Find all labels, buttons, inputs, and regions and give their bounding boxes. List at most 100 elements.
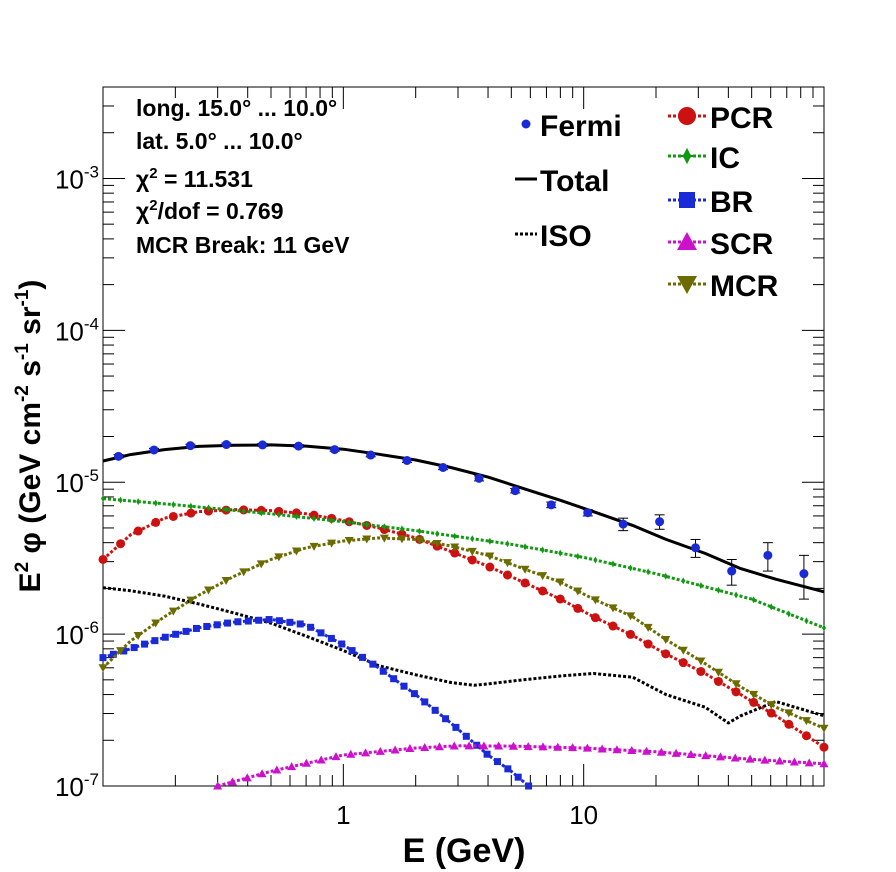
series-mcr-marker: [116, 647, 126, 656]
series-mcr-marker: [626, 612, 636, 621]
series-ic-marker: [452, 532, 457, 540]
series-pcr-marker: [590, 613, 600, 623]
series-ic-marker: [329, 516, 334, 524]
series-br-marker: [421, 698, 429, 706]
series-pcr-marker: [186, 508, 196, 518]
series-mcr-marker: [485, 552, 495, 561]
fermi-point: [618, 519, 628, 529]
series-pcr-marker: [766, 708, 776, 718]
series-br-marker: [473, 741, 481, 749]
series-mcr-marker: [502, 559, 512, 568]
legend-pcr-marker: [678, 107, 696, 125]
series-br-marker: [452, 723, 460, 731]
series-scr-marker: [420, 742, 430, 751]
series-scr-marker: [582, 743, 592, 752]
series-mcr-marker: [731, 680, 741, 689]
y-axis-title: E2 φ (GeV cm-2 s-1 sr-1): [12, 280, 47, 593]
series-mcr-marker: [344, 537, 354, 546]
series-mcr-marker: [678, 646, 688, 655]
series-scr-marker: [819, 759, 829, 768]
series-ic-marker: [575, 552, 580, 560]
series-iso-line: [102, 586, 825, 725]
legend-ic-label: IC: [710, 142, 740, 175]
series-scr-marker: [361, 748, 371, 757]
series-ic-marker: [698, 582, 703, 590]
series-ic-marker: [347, 518, 352, 526]
series-br-marker: [192, 624, 200, 632]
series-scr-marker: [775, 756, 785, 765]
fermi-point: [294, 441, 304, 451]
series-br-marker: [514, 773, 522, 781]
series-pcr-marker: [520, 578, 530, 588]
series-pcr-marker: [538, 586, 548, 596]
series-pcr-marker: [116, 539, 126, 549]
series-mcr-marker: [608, 604, 618, 613]
series-scr-marker: [553, 742, 563, 751]
series-mcr-marker: [186, 596, 196, 605]
y-tick-label: 10-5: [55, 466, 99, 498]
series-br-marker: [327, 634, 335, 642]
fermi-data-points: [113, 440, 809, 600]
series-pcr-marker: [555, 594, 565, 604]
series-br-marker: [275, 617, 283, 625]
series-scr-marker: [627, 745, 637, 754]
series-br-marker: [296, 620, 304, 628]
series-scr-marker: [464, 741, 474, 750]
series-ic-marker: [224, 506, 229, 514]
series-pcr-line: [101, 508, 825, 749]
series-br-marker: [255, 616, 263, 624]
series-ic-marker: [769, 603, 774, 611]
series-scr-marker: [715, 752, 725, 761]
series-br-marker: [493, 758, 501, 766]
legend-fermi-marker: [521, 119, 531, 129]
series-mcr-marker: [573, 587, 583, 596]
series-pcr-marker: [819, 742, 829, 752]
series-scr-marker: [257, 769, 267, 778]
series-ic-marker: [593, 556, 598, 564]
series-scr-marker: [213, 781, 223, 790]
series-ic-marker: [276, 511, 281, 519]
series-mcr-marker: [291, 547, 301, 556]
series-scr-marker: [701, 751, 711, 760]
series-br-marker: [390, 675, 398, 683]
series-br-marker: [182, 627, 190, 635]
series-pcr-marker: [784, 719, 794, 729]
series-mcr-marker: [696, 657, 706, 666]
series-pcr-marker: [573, 603, 583, 613]
series-scr-marker: [301, 758, 311, 767]
series-br-marker: [130, 644, 138, 652]
series-pcr-marker: [98, 554, 108, 564]
fermi-point: [691, 543, 701, 553]
legend-ic-marker: [681, 147, 693, 165]
series-mcr-marker: [327, 539, 337, 548]
series-br-marker: [286, 618, 294, 626]
series-pcr-marker: [608, 621, 618, 631]
fermi-point: [330, 445, 340, 455]
legend-mcr-label: MCR: [710, 270, 779, 303]
series-pcr-marker: [801, 731, 811, 741]
fermi-point: [727, 566, 737, 576]
legend-scr-label: SCR: [710, 228, 774, 261]
series-mcr-marker: [538, 572, 548, 581]
series-scr-marker: [272, 765, 282, 774]
series-scr-marker: [686, 750, 696, 759]
fermi-point: [438, 463, 448, 473]
legend-br-marker: [679, 192, 695, 208]
fermi-point: [655, 517, 665, 527]
series-pcr-marker: [678, 658, 688, 668]
series-mcr-marker: [749, 690, 759, 699]
series-br-marker: [462, 732, 470, 740]
series-pcr-marker: [731, 687, 741, 697]
y-tick-labels: 10-7 10-6 10-5 10-4 10-3: [55, 162, 99, 802]
series-br-marker: [213, 621, 221, 629]
series-br-line: [102, 617, 530, 788]
series-scr-marker: [405, 744, 415, 753]
series-pcr-marker: [151, 517, 161, 527]
series-scr-marker: [331, 752, 341, 761]
series-scr-marker: [494, 741, 504, 750]
series-ic-marker: [364, 521, 369, 529]
series-mcr-marker: [168, 607, 178, 616]
series-scr-marker: [523, 742, 533, 751]
series-mcr-line: [101, 536, 825, 730]
series-ic-line: [102, 497, 825, 630]
